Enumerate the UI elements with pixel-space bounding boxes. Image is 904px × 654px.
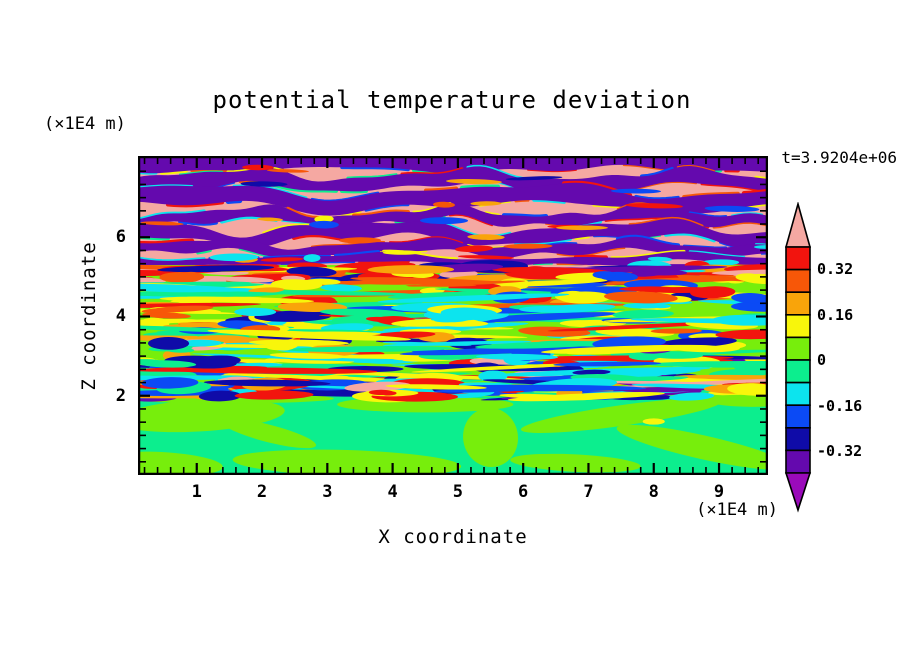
colorbar-segment [785, 404, 811, 429]
x-tick-label: 7 [583, 482, 594, 502]
x-axis-title: X coordinate [378, 526, 528, 548]
colorbar-segment [785, 314, 811, 339]
time-stamp-label: t=3.9204e+06 [781, 148, 897, 167]
axis-frame [138, 156, 768, 475]
x-tick-label: 3 [322, 482, 333, 502]
colorbar-tick-label: 0.16 [817, 306, 854, 324]
y-tick-label: 2 [115, 385, 126, 406]
x-tick-label: 9 [713, 482, 725, 502]
colorbar-segment [785, 427, 811, 452]
colorbar-segment [785, 449, 811, 474]
colorbar-tick-label: -0.16 [817, 397, 863, 415]
y-tick-label: 6 [115, 227, 126, 248]
x-tick-label: 1 [191, 482, 202, 502]
colorbar-tick-label: -0.32 [817, 442, 863, 460]
x-tick-label: 2 [256, 482, 268, 502]
x-tick-label: 5 [452, 482, 464, 502]
x-tick-label: 4 [387, 482, 398, 502]
y-tick-label: 4 [115, 306, 126, 327]
x-tick-label: 8 [648, 482, 659, 502]
colorbar-segment [785, 291, 811, 316]
colorbar [784, 202, 812, 513]
chart-title: potential temperature deviation [212, 86, 692, 114]
colorbar-segment [785, 381, 811, 407]
y-axis-units-label: (×1E4 m) [44, 114, 126, 134]
plot-area [138, 156, 768, 475]
plot-frame [138, 156, 768, 475]
contour-field [138, 156, 768, 475]
colorbar-under-arrow [784, 472, 812, 513]
colorbar-over-arrow [784, 202, 812, 248]
colorbar-tick-label: 0.32 [817, 260, 854, 278]
colorbar-segment [785, 246, 811, 271]
x-tick-label: 6 [518, 482, 529, 502]
colorbar-segment [785, 359, 811, 384]
colorbar-segment [785, 268, 811, 293]
colorbar-segment [785, 336, 811, 361]
colorbar-tick-label: 0 [817, 351, 827, 369]
x-axis-units-label: (×1E4 m) [696, 500, 778, 520]
